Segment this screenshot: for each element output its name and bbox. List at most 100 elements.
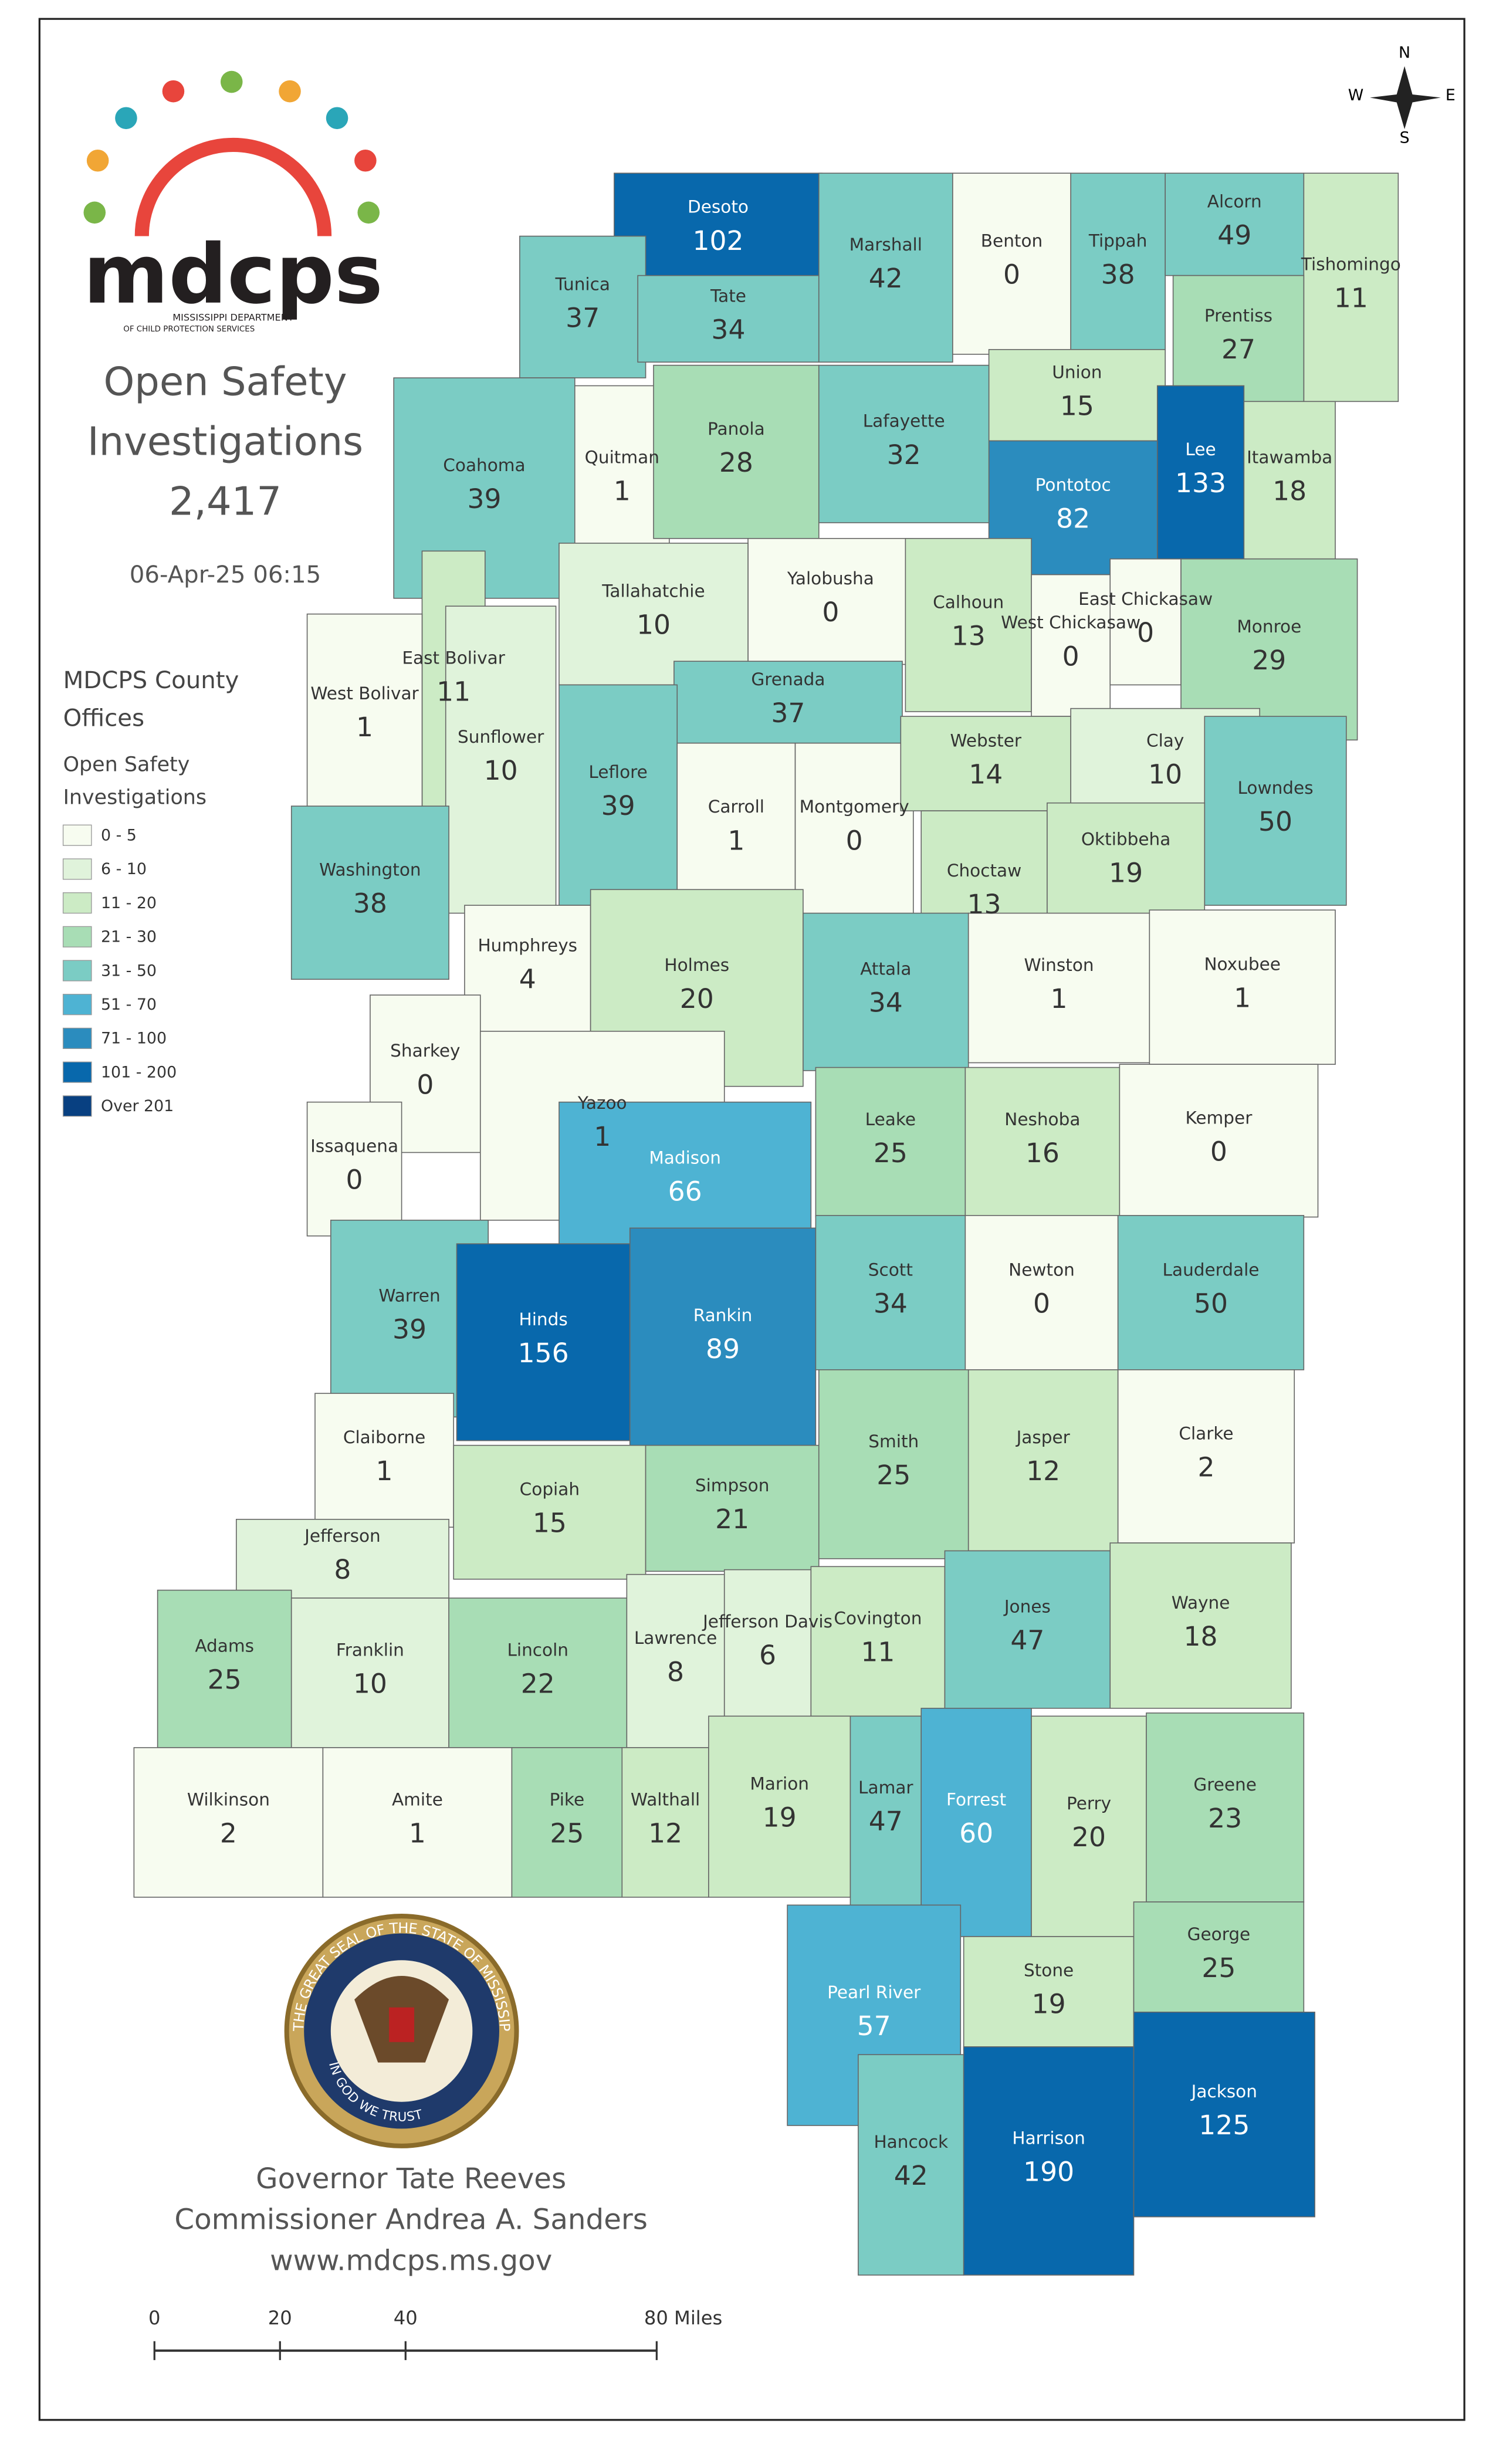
county [1133, 1901, 1305, 2013]
logo-dot [220, 70, 243, 93]
county [1109, 558, 1182, 686]
county-name: Jefferson Davis [702, 1612, 832, 1632]
legend-swatch [62, 926, 92, 947]
county-name: East Chickasaw [1078, 589, 1213, 609]
county-name: West Chickasaw [1001, 612, 1140, 632]
county [1109, 1542, 1292, 1709]
county [1031, 574, 1111, 717]
county-value: 50 [1258, 806, 1292, 837]
county-name: Panola [708, 419, 765, 439]
county-name: Washington [319, 860, 421, 880]
county-value: 38 [1101, 259, 1135, 290]
county-value: 34 [874, 1288, 908, 1319]
county-name: Monroe [1237, 617, 1301, 637]
county-name: Noxubee [1204, 955, 1280, 974]
county [519, 235, 647, 378]
county-name: Alcorn [1207, 191, 1262, 211]
county-name: Amite [392, 1789, 443, 1809]
legend-label: 71 - 100 [101, 1030, 167, 1048]
county-value: 133 [1175, 468, 1226, 499]
county [511, 1747, 623, 1898]
county-name: Tippah [1088, 231, 1148, 251]
county-name: Marion [750, 1773, 809, 1793]
county-name: East Bolivar [402, 648, 505, 668]
county-value: 8 [667, 1656, 684, 1687]
county-name: Covington [834, 1609, 922, 1629]
county-name: Lee [1185, 439, 1216, 459]
county-value: 15 [533, 1508, 567, 1539]
legend-label: 31 - 50 [101, 962, 157, 980]
county-name: Sharkey [390, 1041, 460, 1061]
county-name: George [1187, 1924, 1251, 1944]
county [1070, 172, 1166, 355]
scale-label: 20 [268, 2307, 292, 2329]
county-value: 0 [1033, 1288, 1050, 1319]
county-name: Sunflower [458, 727, 544, 747]
county [1243, 401, 1336, 560]
county [1149, 909, 1336, 1065]
county-value: 11 [436, 676, 471, 708]
county [621, 1747, 709, 1898]
footer-line: Governor Tate Reeves [256, 2162, 566, 2195]
county-name: Leflore [588, 762, 647, 782]
legend-swatch [62, 892, 92, 914]
county-name: Madison [649, 1148, 721, 1168]
county-value: 14 [969, 759, 1003, 790]
county-name: Oktibbeha [1081, 829, 1171, 849]
county-value: 42 [894, 2160, 928, 2191]
county-value: 82 [1056, 503, 1090, 534]
county-value: 19 [763, 1802, 797, 1833]
legend-swatch [62, 824, 92, 846]
logo-dot [279, 80, 301, 103]
compass-star [1370, 66, 1441, 130]
county-value: 18 [1272, 476, 1307, 507]
legend-subtitle: Investigations [63, 786, 207, 810]
county-value: 8 [334, 1554, 351, 1585]
county-name: Wayne [1172, 1593, 1230, 1613]
county-value: 38 [353, 888, 387, 919]
county [723, 1569, 812, 1720]
legend-label: 11 - 20 [101, 894, 157, 912]
county-name: Desoto [688, 197, 749, 217]
county-value: 125 [1199, 2110, 1250, 2141]
county [1303, 172, 1399, 402]
county [849, 1715, 922, 1906]
logo-dot [354, 149, 377, 172]
logo-dot [115, 107, 137, 130]
total: 2,417 [169, 478, 282, 524]
county-name: Simpson [695, 1475, 770, 1495]
county-value: 0 [1062, 641, 1079, 672]
county-value: 39 [392, 1314, 427, 1345]
compass-w: W [1348, 86, 1364, 104]
logo: mdcps MISSISSIPPI DEPARTMENT OF CHILD PR… [83, 70, 383, 334]
legend-swatch [62, 1095, 92, 1117]
county-name: Franklin [336, 1640, 404, 1660]
county [445, 605, 557, 914]
county-value: 10 [484, 755, 518, 786]
county [614, 172, 823, 287]
scale-label: 40 [394, 2307, 418, 2329]
county-value: 1 [727, 825, 744, 856]
county-name: Prentiss [1204, 306, 1272, 326]
compass-n: N [1399, 44, 1410, 62]
county-value: 0 [1210, 1136, 1227, 1167]
county-value: 49 [1217, 219, 1251, 251]
county-value: 1 [1234, 983, 1251, 1014]
county-name: Jasper [1016, 1427, 1071, 1447]
county [453, 1444, 647, 1580]
county-value: 22 [521, 1668, 555, 1699]
county [559, 684, 678, 906]
county-name: Pontotoc [1035, 475, 1111, 495]
logo-dot [83, 201, 106, 224]
county-name: Yalobusha [787, 568, 874, 588]
county-map: Desoto102Tunica37Tate34Marshall42Benton0… [133, 172, 1401, 2276]
county [314, 1393, 454, 1528]
county-value: 156 [518, 1338, 569, 1369]
county [818, 364, 990, 523]
county-name: Benton [981, 231, 1043, 251]
county-name: Jefferson [303, 1526, 381, 1546]
county-name: Clay [1146, 731, 1184, 751]
legend-label: 101 - 200 [101, 1063, 177, 1081]
county [1117, 1369, 1295, 1544]
